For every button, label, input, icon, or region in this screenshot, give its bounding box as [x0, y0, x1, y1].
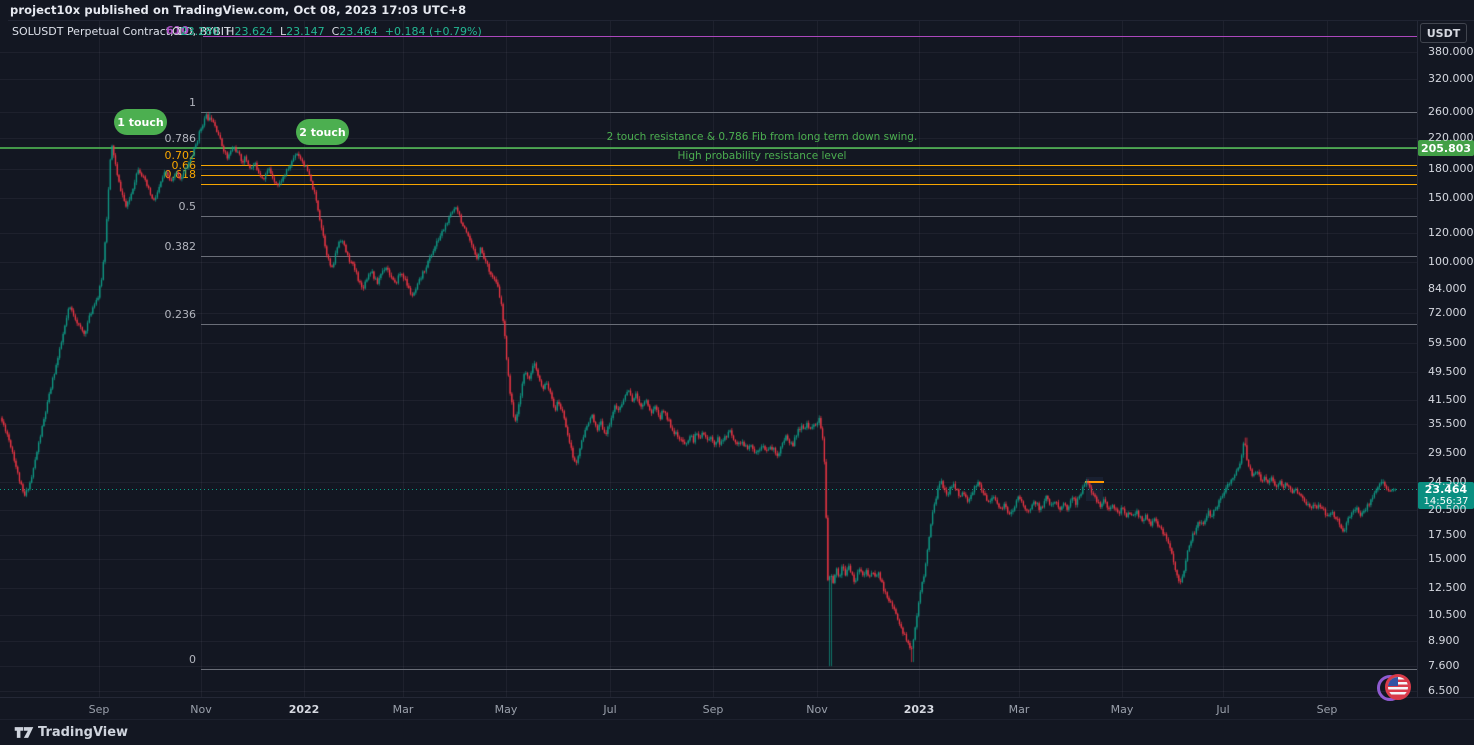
touch-2-badge[interactable]: 2 touch	[296, 119, 349, 145]
price-axis-label: 17.500	[1428, 528, 1467, 542]
price-axis-label: 20.500	[1428, 503, 1467, 517]
time-axis-label: Jul	[1216, 703, 1230, 716]
price-axis-label: 41.500	[1428, 392, 1467, 406]
ohlc-legend: O23.280 H23.624 L23.147 C23.464 +0.184 (…	[172, 25, 482, 38]
time-axis[interactable]: Sep Nov 2022 Mar May Jul Sep Nov 2023 Mar May Jul Se…	[0, 697, 1474, 720]
us-flag-icon	[1385, 674, 1411, 700]
close-label: C	[331, 25, 340, 38]
price-axis-label: 59.500	[1428, 336, 1467, 350]
open-label: O	[172, 25, 181, 38]
time-axis-label: Nov	[806, 703, 828, 716]
time-axis-label: Nov	[190, 703, 212, 716]
price-axis-label: 49.500	[1428, 364, 1467, 378]
price-axis-label: 180.000	[1428, 162, 1474, 176]
chart-plot-area[interactable]: 10.7860.7020.660.6180.50.3820.23602 touc…	[0, 21, 1417, 697]
price-axis-label: 320.000	[1428, 71, 1474, 85]
price-axis-label: 29.500	[1428, 446, 1467, 460]
price-axis-label: 100.000	[1428, 254, 1474, 268]
price-axis[interactable]: USDT 205.803 23.464 14:56:37 380.000 320.…	[1417, 21, 1474, 697]
flag-stamp-icon[interactable]	[1377, 673, 1413, 701]
overlapping-legend-text: 610	[166, 24, 189, 37]
publish-title: project10x published on TradingView.com,…	[10, 3, 467, 17]
time-axis-label: 2023	[903, 703, 935, 716]
time-axis-label: Mar	[1008, 703, 1030, 716]
candlestick-canvas[interactable]	[0, 21, 1417, 697]
open-value: 23.280	[180, 25, 220, 38]
bar-countdown: 14:56:37	[1423, 496, 1469, 508]
low-label: L	[279, 25, 287, 38]
time-axis-label: Mar	[392, 703, 414, 716]
price-axis-label: 15.000	[1428, 552, 1467, 566]
high-value: 23.624	[234, 25, 273, 38]
time-axis-label: Sep	[88, 703, 110, 716]
touch-1-badge[interactable]: 1 touch	[114, 109, 167, 135]
time-axis-label: Sep	[702, 703, 724, 716]
price-axis-label: 220.000	[1428, 130, 1474, 144]
price-axis-label: 10.500	[1428, 608, 1467, 622]
resistance-note-text[interactable]: 2 touch resistance & 0.786 Fib from long…	[606, 131, 918, 144]
time-axis-label: Sep	[1316, 703, 1338, 716]
probability-note-text[interactable]: High probability resistance level	[677, 150, 847, 163]
resistance-price-badge: 205.803	[1418, 140, 1474, 157]
close-value: 23.464	[339, 25, 378, 38]
tradingview-brand-text: TradingView	[38, 725, 129, 740]
symbol-legend[interactable]: SOLUSDT Perpetual Contract, 1D, BYBIT	[12, 25, 231, 38]
currency-unit-button[interactable]: USDT	[1420, 23, 1467, 43]
price-axis-label: 84.000	[1428, 281, 1467, 295]
price-axis-label: 150.000	[1428, 190, 1474, 204]
footer-bar: TradingView	[0, 719, 1474, 745]
price-axis-label: 120.000	[1428, 225, 1474, 239]
price-axis-label: 260.000	[1428, 104, 1474, 118]
last-price-value: 23.464	[1424, 483, 1468, 497]
header-divider	[8, 20, 1474, 21]
low-value: 23.147	[286, 25, 325, 38]
time-axis-label: 2022	[288, 703, 320, 716]
high-label: H	[226, 25, 235, 38]
price-axis-label: 12.500	[1428, 581, 1467, 595]
last-price-badge: 23.464 14:56:37	[1418, 482, 1474, 510]
price-axis-label: 24.500	[1428, 475, 1467, 489]
price-axis-label: 8.900	[1428, 634, 1460, 648]
price-axis-label: 72.000	[1428, 306, 1467, 320]
time-axis-label: Jul	[603, 703, 617, 716]
time-axis-label: May	[1110, 703, 1134, 716]
price-axis-label: 6.500	[1428, 683, 1460, 697]
tradingview-logo-icon	[14, 727, 34, 738]
time-axis-label: May	[494, 703, 518, 716]
price-axis-label: 7.600	[1428, 659, 1460, 673]
change-value: +0.184 (+0.79%)	[384, 25, 482, 38]
price-axis-label: 35.500	[1428, 417, 1467, 431]
price-axis-label: 380.000	[1428, 45, 1474, 58]
